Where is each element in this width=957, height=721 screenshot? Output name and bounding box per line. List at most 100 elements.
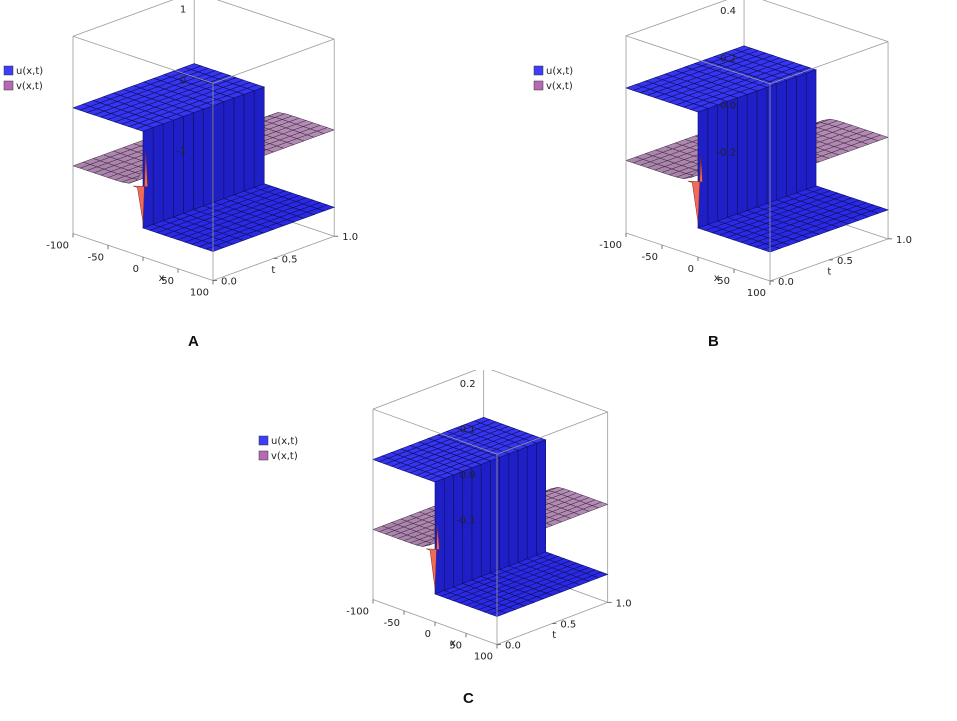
u-surface-patch	[480, 460, 491, 577]
box-edge	[212, 38, 335, 84]
u-surface-patch	[805, 69, 817, 190]
x-tick-label: 100	[474, 652, 493, 663]
box-edge	[72, 0, 174, 37]
u-surface-patch	[737, 94, 748, 215]
u-surface-patch	[203, 105, 215, 207]
t-tick-label: 1.0	[616, 598, 632, 609]
plot-panel-a: -100 -50 0 50 100 x 0.0 0.5 1.0 t 1 0 -1 u(x,t) v(x,t)	[0, 0, 400, 310]
u-surface-patch	[173, 116, 184, 218]
u-surface-patch	[152, 123, 164, 225]
surface-plot-a: -100 -50 0 50 100 x 0.0 0.5 1.0 t 1 0 -1 u(x,t) v(x,t)	[3, 0, 358, 299]
t-tick-label: 0.0	[505, 641, 521, 652]
t-axis-label: t	[271, 265, 275, 276]
t-tick-label: 1.0	[896, 235, 912, 246]
box-edge	[490, 370, 608, 413]
z-tick-label: 0	[180, 75, 186, 86]
box-edge	[625, 35, 771, 85]
u-surface-patch	[183, 112, 194, 214]
x-axis-label: x	[159, 273, 165, 284]
x-tick-label: 50	[449, 640, 462, 651]
u-surface-patch	[223, 97, 235, 199]
z-tick-label: -0.2	[717, 148, 737, 159]
legend-swatch	[258, 450, 269, 461]
u-surface-patch	[253, 86, 265, 188]
u-surface-patch	[756, 86, 768, 208]
z-tick-label: 0.4	[720, 6, 736, 17]
u-surface-patch	[243, 90, 255, 192]
z-tick-label: 0.0	[720, 101, 736, 112]
t-axis-label: t	[827, 266, 831, 277]
v-transition-patch	[426, 524, 440, 589]
u-surface-patch	[746, 90, 758, 211]
t-tick-label: 0.5	[837, 256, 853, 267]
u-surface-patch	[776, 79, 787, 201]
x-tick-label: -50	[642, 252, 658, 263]
surface-plot-b: -100 -50 0 50 100 x 0.0 0.5 1.0 t 0.4 0.2 0.0 -0.2 u(x…	[533, 0, 912, 299]
x-tick-label: -50	[88, 252, 104, 263]
z-tick-label: 0.1	[460, 424, 476, 435]
u-surface-patch	[490, 456, 500, 574]
t-tick-label: 0.5	[560, 619, 576, 630]
x-axis-label: x	[450, 638, 456, 649]
box-edge	[372, 370, 477, 410]
x-tick-label: -100	[346, 607, 369, 618]
u-surface-patch	[526, 442, 537, 560]
legend-swatch	[258, 435, 269, 446]
box-edge	[72, 35, 214, 84]
u-surface-patch	[453, 471, 463, 588]
panel-label-c: C	[463, 690, 474, 707]
z-tick-label: -0.1	[456, 516, 476, 527]
z-tick-label: 1	[180, 5, 186, 16]
z-tick-label: 0.0	[460, 470, 476, 481]
x-tick-label: 50	[717, 276, 730, 287]
u-surface-patch	[499, 453, 510, 570]
plot-panel-b: -100 -50 0 50 100 x 0.0 0.5 1.0 t 0.4 0.2 0.0 -0.2 u(x…	[530, 0, 930, 310]
u-surface-patch	[786, 76, 797, 197]
u-surface-patch	[213, 101, 225, 203]
x-tick-label: -100	[599, 240, 622, 251]
u-surface-patch	[193, 108, 204, 210]
x-axis-label: x	[714, 273, 720, 284]
t-tick-label: 0.0	[221, 277, 237, 288]
u-surface-patch	[766, 83, 777, 204]
box-edge	[625, 0, 728, 37]
t-axis-label: t	[552, 630, 556, 641]
legend-label: u(x,t)	[546, 66, 573, 77]
legend-label: u(x,t)	[16, 66, 43, 77]
z-tick-label: -1	[176, 146, 186, 157]
v-transition-patch	[687, 156, 703, 223]
x-tick-label: -50	[384, 618, 400, 629]
x-tick-label: 50	[161, 276, 174, 287]
v-transition-patch	[133, 151, 148, 223]
legend-swatch	[533, 65, 544, 76]
panel-label-b: B	[708, 333, 719, 350]
legend-label: v(x,t)	[271, 451, 298, 462]
u-surface-patch	[761, 245, 781, 253]
t-tick-label: 1.0	[342, 232, 358, 243]
box-edge	[769, 41, 889, 85]
u-surface-patch	[233, 94, 245, 196]
u-surface-patch	[517, 446, 528, 563]
plot-panel-c: -100 -50 0 50 100 x 0.0 0.5 1.0 t 0.2 0.1 0.0 -0.1 u(x…	[255, 370, 655, 680]
u-surface-patch	[707, 104, 718, 225]
u-surface-patch	[697, 108, 709, 229]
panel-label-a: A	[188, 333, 199, 350]
t-tick-label: 0.0	[778, 277, 794, 288]
legend-label: v(x,t)	[16, 81, 43, 92]
legend-swatch	[533, 80, 544, 91]
x-tick-label: 100	[190, 288, 209, 299]
z-tick-label: 0.2	[720, 53, 736, 64]
legend-swatch	[3, 65, 14, 76]
legend-swatch	[3, 80, 14, 91]
z-tick-label: 0.2	[460, 379, 476, 390]
u-surface-patch	[508, 449, 519, 567]
legend-label: u(x,t)	[271, 436, 298, 447]
box-edge	[212, 235, 335, 281]
x-tick-label: 0	[133, 264, 139, 275]
x-tick-label: 0	[688, 264, 694, 275]
u-surface-patch	[434, 478, 445, 595]
box-edge	[372, 408, 498, 455]
box-edge	[216, 0, 335, 40]
u-surface-patch	[443, 474, 454, 591]
u-surface-patch	[796, 72, 807, 194]
